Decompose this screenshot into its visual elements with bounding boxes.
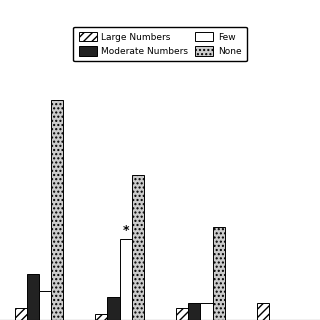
Bar	[14, 308, 27, 320]
Bar	[27, 274, 39, 320]
Bar	[176, 308, 188, 320]
Bar	[257, 303, 269, 320]
Bar	[95, 314, 108, 320]
Text: *: *	[123, 224, 129, 236]
Bar	[108, 297, 120, 320]
Bar	[51, 100, 63, 320]
Bar	[120, 239, 132, 320]
Legend: Large Numbers, Moderate Numbers, Few, None: Large Numbers, Moderate Numbers, Few, No…	[73, 27, 247, 61]
Bar	[212, 227, 225, 320]
Bar	[188, 303, 200, 320]
Bar	[39, 291, 51, 320]
Bar	[200, 303, 212, 320]
Bar	[132, 175, 144, 320]
